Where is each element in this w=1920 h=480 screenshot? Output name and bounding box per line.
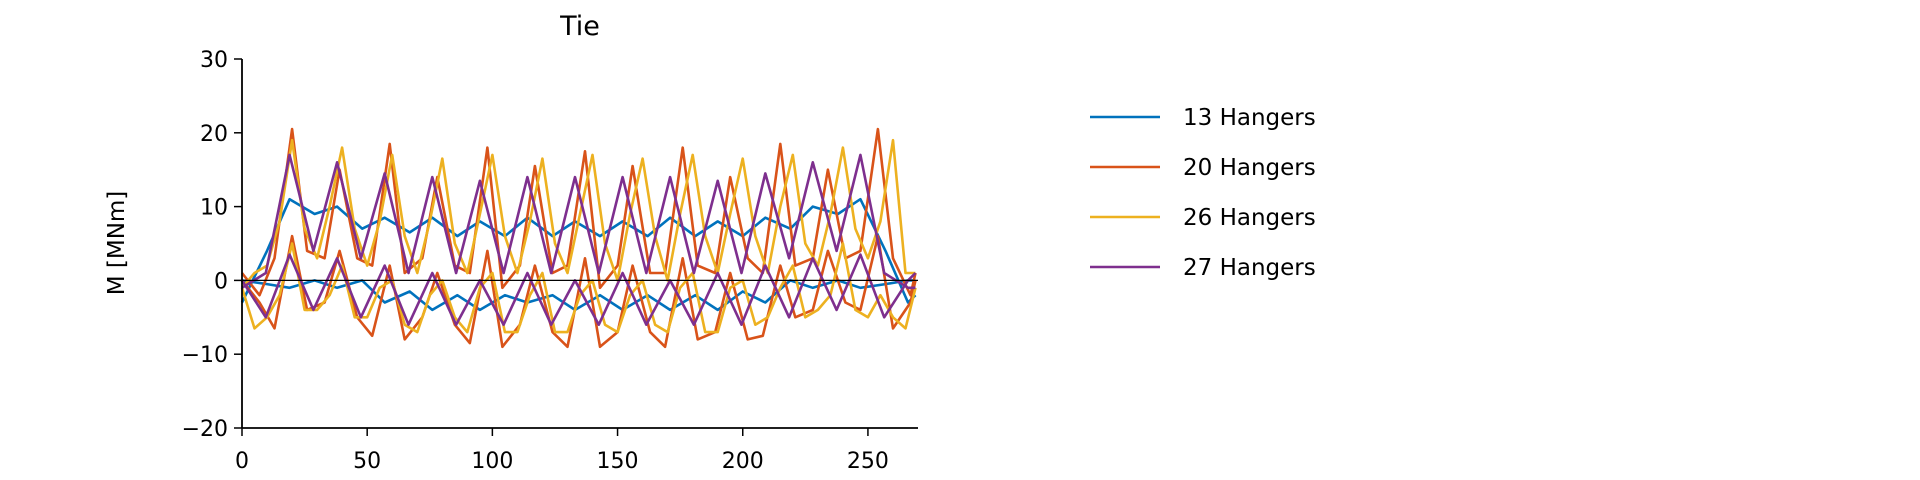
y-tick-label: 30 [200,48,228,73]
series-line-4-upper [241,153,916,290]
plot-area [240,127,917,349]
x-tick-label: 50 [353,449,381,474]
y-tick-label: −10 [182,343,228,368]
y-tick-label: 0 [214,269,228,294]
series-line-4-lower [240,253,917,327]
x-tick-label: 150 [597,449,639,474]
axes: −20 −10 0 10 20 30 0 50 100 150 200 250 [182,48,918,474]
y-tick-label: −20 [182,417,228,442]
legend-label-3: 26 Hangers [1183,205,1316,231]
legend-label-4: 27 Hangers [1183,255,1316,281]
x-tick-label: 100 [471,449,513,474]
x-tick-label: 200 [722,449,764,474]
legend-label-2: 20 Hangers [1183,155,1316,181]
y-axis-label: M [MNm] [104,191,130,296]
chart-title: Tie [559,11,600,42]
x-tick-label: 250 [847,449,889,474]
x-tick-label: 0 [235,449,249,474]
legend-label-1: 13 Hangers [1183,105,1316,131]
y-tick-label: 10 [200,196,228,221]
series-line-3-lower [240,242,917,334]
legend: 13 Hangers 20 Hangers 26 Hangers 27 Hangers [1090,105,1316,281]
y-tick-label: 20 [200,122,228,147]
